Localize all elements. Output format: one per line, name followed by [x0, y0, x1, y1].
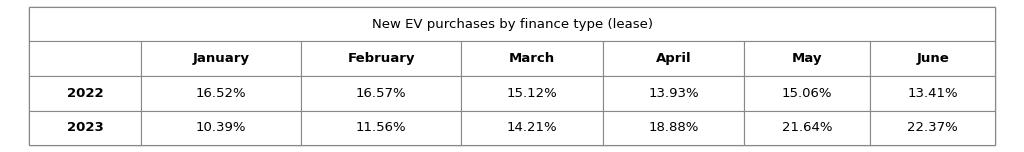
- Text: 2022: 2022: [67, 87, 103, 100]
- Bar: [744, 111, 869, 145]
- Bar: [301, 111, 461, 145]
- Text: April: April: [655, 52, 691, 65]
- Bar: [603, 41, 744, 76]
- Bar: [29, 7, 995, 41]
- Bar: [744, 41, 869, 76]
- Bar: [141, 41, 301, 76]
- Text: 21.64%: 21.64%: [781, 121, 833, 134]
- Bar: [603, 76, 744, 111]
- Text: January: January: [193, 52, 250, 65]
- Text: 18.88%: 18.88%: [648, 121, 698, 134]
- Bar: [301, 76, 461, 111]
- Text: June: June: [916, 52, 949, 65]
- Bar: [869, 41, 995, 76]
- Text: 13.41%: 13.41%: [907, 87, 957, 100]
- Text: 13.93%: 13.93%: [648, 87, 698, 100]
- Bar: [869, 76, 995, 111]
- Bar: [461, 76, 603, 111]
- Bar: [29, 111, 141, 145]
- Bar: [869, 111, 995, 145]
- Text: 11.56%: 11.56%: [355, 121, 407, 134]
- Bar: [461, 111, 603, 145]
- Bar: [744, 76, 869, 111]
- Bar: [141, 76, 301, 111]
- Bar: [603, 111, 744, 145]
- Text: 14.21%: 14.21%: [507, 121, 557, 134]
- Bar: [29, 76, 141, 111]
- Bar: [301, 41, 461, 76]
- Text: 10.39%: 10.39%: [196, 121, 247, 134]
- Text: 2023: 2023: [67, 121, 103, 134]
- Text: 15.12%: 15.12%: [507, 87, 557, 100]
- Bar: [461, 41, 603, 76]
- Bar: [29, 41, 141, 76]
- Text: March: March: [509, 52, 555, 65]
- Text: 16.57%: 16.57%: [355, 87, 407, 100]
- Text: 16.52%: 16.52%: [196, 87, 247, 100]
- Text: February: February: [347, 52, 415, 65]
- Bar: [141, 111, 301, 145]
- Text: 15.06%: 15.06%: [781, 87, 833, 100]
- Text: New EV purchases by finance type (lease): New EV purchases by finance type (lease): [372, 18, 652, 31]
- Text: 22.37%: 22.37%: [907, 121, 957, 134]
- Text: May: May: [792, 52, 822, 65]
